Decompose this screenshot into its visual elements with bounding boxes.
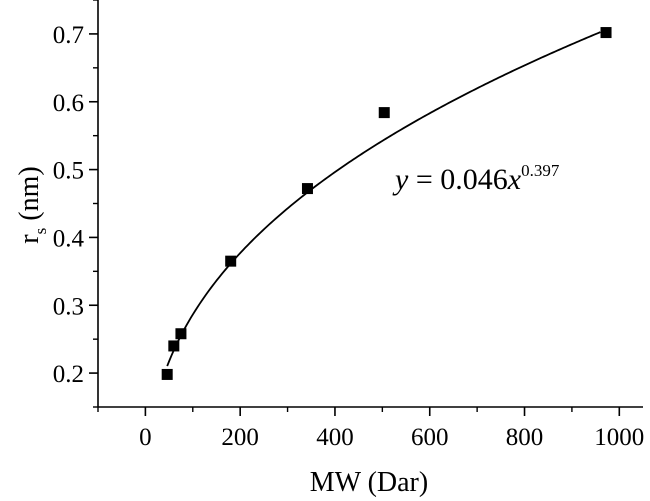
data-point	[225, 255, 237, 267]
y-tick-label: 0.5	[53, 158, 84, 185]
eq-x: x	[507, 163, 522, 196]
data-point	[301, 183, 313, 195]
y-tick-label: 0.2	[53, 361, 84, 388]
x-axis-label: MW (Dar)	[310, 467, 428, 498]
axes	[97, 0, 643, 408]
data-point	[600, 27, 612, 39]
y-tick-label: 0.7	[53, 22, 84, 49]
x-tick-label: 0	[139, 424, 152, 451]
x-tick-label: 1000	[594, 424, 644, 451]
y-tick-label: 0.4	[53, 225, 85, 252]
fit-layer	[166, 31, 601, 367]
y-axis-label-subscript: s	[31, 228, 50, 235]
y-axis-label-space	[14, 221, 45, 228]
ticks: 0 200 400 600 800 1000 0.2 0.3 0.4 0.5 0.6 0.7	[53, 0, 644, 451]
eq-exponent: 0.397	[521, 161, 560, 180]
x-tick-label: 400	[316, 424, 354, 451]
x-tick-label: 600	[411, 424, 449, 451]
y-tick-label: 0.6	[53, 90, 84, 117]
y-axis-label-unit: (nm)	[14, 166, 45, 220]
y-axis-label: rs (nm)	[14, 166, 50, 243]
eq-coefficient: 0.046	[440, 163, 508, 196]
x-tick-label: 800	[506, 424, 544, 451]
data-point	[175, 328, 187, 340]
y-axis-label-main: r	[14, 234, 45, 244]
eq-y: y	[392, 163, 409, 196]
y-tick-label: 0.3	[53, 293, 84, 320]
fit-equation: y = 0.046x0.397	[392, 161, 560, 196]
fit-curve	[166, 31, 601, 367]
data-points	[161, 27, 612, 380]
eq-equals: =	[408, 163, 440, 196]
data-point	[161, 368, 173, 380]
data-point	[378, 107, 390, 119]
data-point	[168, 340, 180, 352]
x-tick-label: 200	[221, 424, 259, 451]
